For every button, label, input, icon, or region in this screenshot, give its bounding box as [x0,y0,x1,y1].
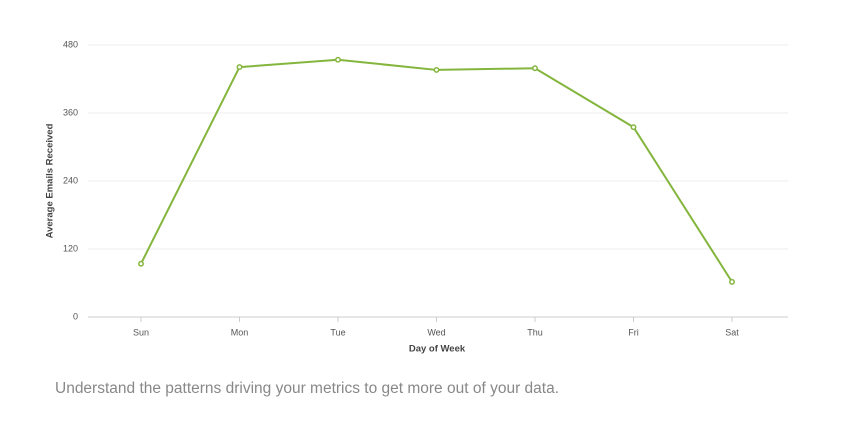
y-axis-label: Average Emails Received [45,123,56,238]
point [630,124,637,131]
point [236,64,243,71]
caption: Understand the patterns driving your met… [55,380,560,397]
y-tick-label: 240 [63,175,78,185]
x-tick-label: Tue [330,327,345,337]
y-tick-label: 480 [63,39,78,49]
y-tick-label: 360 [63,107,78,117]
point [335,56,341,63]
x-tick-label: Sun [133,327,149,337]
point [138,260,144,267]
point [532,65,538,72]
x-tick-label: Thu [527,327,543,337]
x-axis-label: Day of Week [409,344,466,355]
point [433,66,440,73]
x-tick-label: Fri [628,327,639,337]
point [729,278,735,285]
x-tick-label: Mon [231,327,249,337]
chart: Average Emails Received Day of Week 0 120… [45,39,788,355]
y-tick-label: 120 [63,243,78,253]
y-tick-label: 0 [73,311,78,321]
x-tick-label: Wed [427,327,445,337]
x-tick-label: Sat [725,327,739,337]
